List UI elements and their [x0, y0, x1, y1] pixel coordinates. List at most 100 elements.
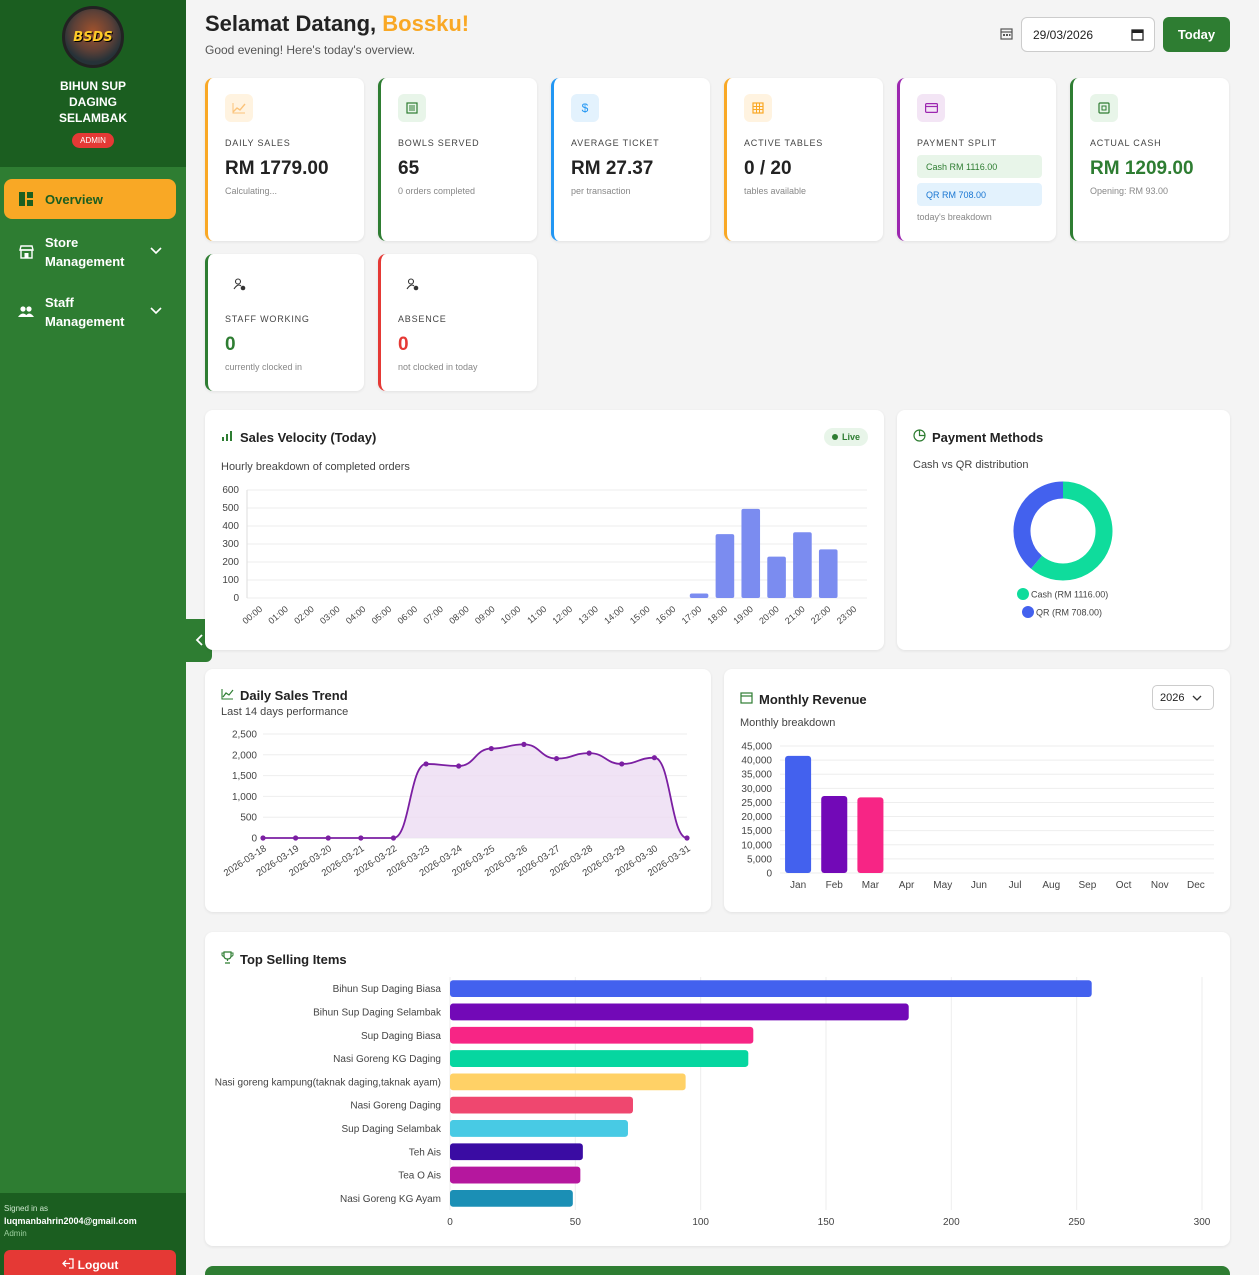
y-tick-label: Bihun Sup Daging Selambak	[313, 1007, 442, 1018]
x-tick-label: 06:00	[396, 604, 420, 626]
y-tick-label: 500	[222, 503, 239, 514]
x-tick-label: 03:00	[318, 604, 342, 626]
nav-staff-management[interactable]: Staff Management	[4, 293, 176, 331]
y-tick-label: Nasi Goreng KG Daging	[333, 1054, 441, 1065]
nav-store-management[interactable]: Store Management	[4, 233, 176, 271]
top-selling-panel: Top Selling Items 0 50 100 150 200 250 300 Bihu…	[205, 932, 1230, 1246]
x-tick-label: Dec	[1187, 880, 1205, 891]
chevron-down-icon	[1192, 692, 1202, 704]
dashboard-icon	[18, 191, 34, 207]
date-input[interactable]: 29/03/2026	[1021, 17, 1155, 52]
stat-value: 65	[398, 158, 420, 179]
x-tick-label: Aug	[1042, 880, 1060, 891]
cash-register-icon	[1090, 94, 1118, 122]
role-badge: ADMIN	[72, 133, 114, 148]
x-tick-label: Jul	[1009, 880, 1022, 891]
trending-up-icon	[225, 94, 253, 122]
stat-value: 0	[225, 334, 236, 355]
bar	[450, 1189, 573, 1207]
pie-chart-icon	[913, 429, 926, 445]
x-tick-label: 18:00	[706, 604, 730, 626]
data-point	[488, 745, 494, 752]
stat-label: ABSENCE	[398, 314, 447, 324]
user-email: luqmanbahrin2004@gmail.com	[4, 1216, 137, 1226]
credit-card-icon	[917, 94, 945, 122]
bar	[450, 1166, 581, 1184]
bar	[450, 1120, 628, 1137]
stat-card-bowls-served: BOWLS SERVED 65 0 orders completed	[378, 78, 537, 241]
x-tick-label: 20:00	[757, 604, 781, 626]
y-tick-label: 400	[222, 521, 239, 532]
logout-label: Logout	[77, 1258, 119, 1272]
x-tick-label: 19:00	[731, 604, 755, 626]
legend-label: Cash (RM 1116.00)	[1031, 590, 1108, 600]
stat-label: AVERAGE TICKET	[571, 138, 660, 148]
x-tick-label: 12:00	[551, 604, 575, 626]
x-tick-label: Feb	[826, 880, 844, 891]
data-point	[586, 750, 592, 756]
legend-label: QR (RM 708.00)	[1036, 608, 1102, 618]
live-badge: Live	[824, 428, 868, 446]
y-tick-label: 10,000	[741, 840, 772, 851]
bar	[689, 593, 709, 598]
x-tick-label: Sep	[1079, 880, 1097, 891]
y-tick-label: 500	[240, 813, 257, 824]
data-point	[390, 835, 397, 841]
x-tick-label: Mar	[862, 880, 880, 891]
x-tick-label: 15:00	[628, 604, 652, 626]
stat-value: 0 / 20	[744, 158, 792, 179]
bar	[821, 795, 848, 873]
stat-sub: per transaction	[571, 186, 631, 196]
stat-sub: 0 orders completed	[398, 186, 476, 196]
stat-card-active-tables: ACTIVE TABLES 0 / 20 tables available	[724, 78, 883, 241]
daily-sales-trend-chart: 05001,0001,5002,0002,5002026-03-182026-0…	[222, 730, 693, 879]
line-chart-icon	[221, 688, 234, 703]
chevron-left-icon	[195, 633, 203, 649]
panel-subtitle: Monthly breakdown	[740, 717, 836, 729]
stat-card-payment-split: PAYMENT SPLIT Cash RM 1116.00 QR RM 708.…	[897, 78, 1056, 241]
x-tick-label: 11:00	[525, 604, 548, 626]
x-tick-label: 17:00	[680, 604, 704, 626]
bar	[450, 1073, 686, 1091]
panel-title: Sales Velocity (Today)	[221, 430, 376, 445]
nav-overview[interactable]: Overview	[4, 179, 176, 219]
x-tick-label: 07:00	[421, 604, 445, 626]
data-point	[260, 835, 266, 841]
nav-overview-label: Overview	[45, 191, 103, 207]
donut-slice	[1013, 481, 1064, 569]
logout-icon	[61, 1258, 74, 1272]
y-tick-label: 20,000	[741, 812, 772, 823]
bar-chart-icon	[221, 430, 234, 445]
user-clock-icon	[225, 270, 253, 298]
stat-label: ACTIVE TABLES	[744, 138, 824, 148]
y-tick-label: 15,000	[741, 826, 772, 837]
stat-value: RM 27.37	[571, 158, 654, 179]
y-tick-label: Nasi Goreng KG Ayam	[340, 1194, 441, 1205]
bottom-panel-header	[205, 1266, 1230, 1275]
x-tick-label: 0	[447, 1217, 453, 1228]
y-tick-label: 300	[222, 539, 239, 550]
y-tick-label: Bihun Sup Daging Biasa	[333, 984, 442, 995]
y-tick-label: 200	[222, 557, 239, 568]
cash-split-pill: Cash RM 1116.00	[917, 155, 1042, 178]
data-point	[358, 835, 364, 841]
receipt-icon	[398, 94, 426, 122]
x-tick-label: Oct	[1116, 880, 1132, 891]
x-tick-label: 13:00	[576, 604, 600, 626]
table-grid-icon	[744, 94, 772, 122]
logout-button[interactable]: Logout	[4, 1250, 176, 1275]
legend-swatch	[1022, 606, 1034, 618]
x-tick-label: 04:00	[344, 604, 368, 626]
year-select[interactable]: 2026	[1152, 685, 1214, 710]
today-button[interactable]: Today	[1163, 17, 1230, 52]
y-tick-label: 100	[222, 575, 239, 586]
date-picker-icon[interactable]	[1131, 28, 1144, 44]
x-tick-label: 50	[570, 1217, 582, 1228]
data-point	[293, 835, 299, 841]
data-point	[619, 761, 625, 767]
bar	[450, 1096, 633, 1114]
panel-title: Daily Sales Trend	[221, 688, 348, 703]
x-tick-label: 16:00	[654, 604, 678, 626]
panel-subtitle: Last 14 days performance	[221, 706, 349, 718]
y-tick-label: 5,000	[747, 854, 772, 865]
